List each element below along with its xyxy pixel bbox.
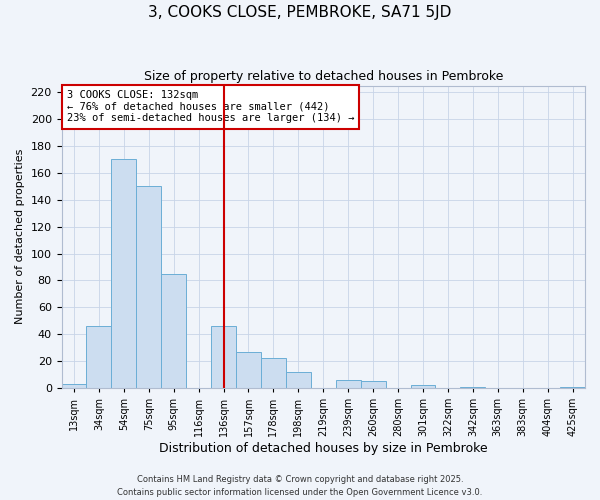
Bar <box>261 358 286 388</box>
Bar <box>560 386 585 388</box>
Text: 3 COOKS CLOSE: 132sqm
← 76% of detached houses are smaller (442)
23% of semi-det: 3 COOKS CLOSE: 132sqm ← 76% of detached … <box>67 90 354 124</box>
Bar <box>211 326 236 388</box>
Text: 3, COOKS CLOSE, PEMBROKE, SA71 5JD: 3, COOKS CLOSE, PEMBROKE, SA71 5JD <box>148 5 452 20</box>
Bar <box>136 186 161 388</box>
Y-axis label: Number of detached properties: Number of detached properties <box>15 149 25 324</box>
X-axis label: Distribution of detached houses by size in Pembroke: Distribution of detached houses by size … <box>159 442 488 455</box>
Bar <box>161 274 186 388</box>
Bar <box>62 384 86 388</box>
Title: Size of property relative to detached houses in Pembroke: Size of property relative to detached ho… <box>143 70 503 83</box>
Bar <box>112 160 136 388</box>
Text: Contains HM Land Registry data © Crown copyright and database right 2025.
Contai: Contains HM Land Registry data © Crown c… <box>118 476 482 497</box>
Bar <box>361 382 386 388</box>
Bar <box>86 326 112 388</box>
Bar <box>286 372 311 388</box>
Bar <box>460 386 485 388</box>
Bar <box>336 380 361 388</box>
Bar <box>410 386 436 388</box>
Bar <box>236 352 261 388</box>
